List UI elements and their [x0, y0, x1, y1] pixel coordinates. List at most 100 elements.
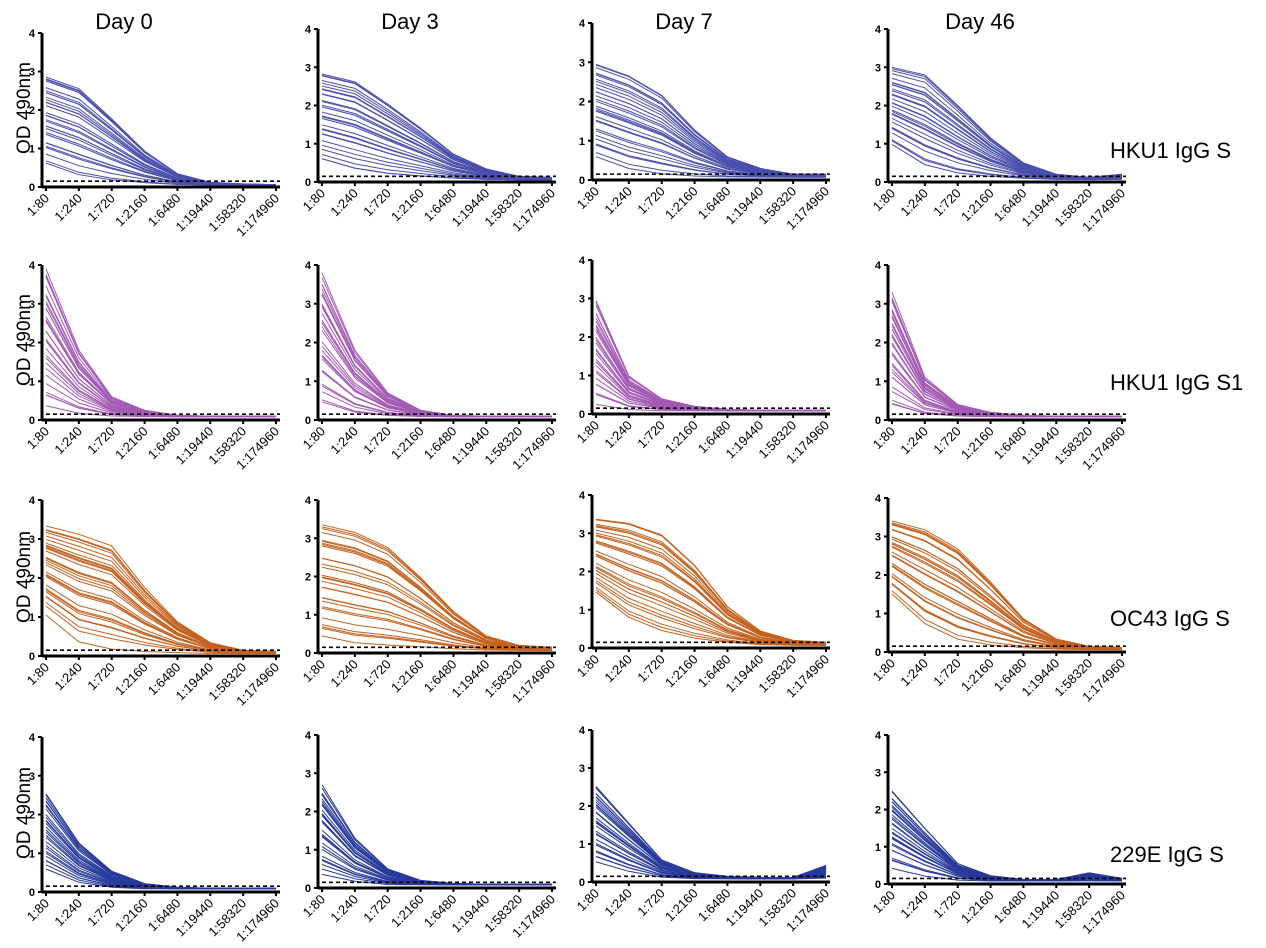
- y-tick-label: 2: [305, 101, 311, 113]
- y-tick-label: 1: [29, 144, 35, 156]
- x-tick-label: 1:80: [300, 892, 329, 921]
- sample-line: [321, 75, 553, 178]
- y-tick-label: 1: [875, 609, 881, 621]
- sample-line: [595, 525, 827, 644]
- y-tick-label: 1: [875, 376, 881, 388]
- y-tick-label: 4: [579, 490, 586, 502]
- y-tick-label: 0: [29, 415, 35, 427]
- y-tick-label: 0: [29, 887, 35, 899]
- sample-line: [891, 365, 1122, 418]
- sample-line: [891, 809, 1123, 881]
- sample-line: [321, 284, 552, 417]
- y-tick-label: 4: [305, 495, 312, 507]
- y-tick-label: 4: [305, 730, 312, 742]
- x-tick-label: 1:80: [870, 186, 899, 215]
- sample-line: [891, 520, 1123, 648]
- y-tick-label: 4: [579, 255, 586, 267]
- x-tick-label: 1:240: [51, 896, 85, 930]
- x-tick-label: 1:2160: [388, 892, 427, 931]
- x-tick-label: 1:240: [897, 424, 931, 458]
- y-tick-label: 0: [305, 648, 311, 660]
- y-tick-label: 2: [875, 570, 881, 582]
- sample-line: [891, 575, 1123, 650]
- x-tick-label: 1:240: [601, 886, 635, 920]
- x-tick-label: 1:240: [327, 657, 361, 691]
- sample-line: [45, 550, 277, 653]
- y-tick-label: 0: [875, 647, 881, 659]
- sample-line: [45, 816, 276, 889]
- sample-line: [595, 786, 827, 878]
- sample-line: [595, 328, 826, 411]
- y-tick-label: 3: [29, 299, 35, 311]
- sample-line: [45, 374, 276, 418]
- y-tick-label: 0: [29, 651, 35, 663]
- sample-line: [45, 301, 276, 417]
- x-tick-label: 1:80: [574, 652, 603, 681]
- sample-line: [321, 792, 552, 885]
- x-tick-label: 1:80: [24, 660, 53, 689]
- column-titles: Day 0 Day 3 Day 7 Day 46: [95, 9, 1015, 34]
- sample-line: [595, 304, 826, 411]
- y-tick-label: 2: [29, 810, 35, 822]
- sample-line: [891, 299, 1122, 417]
- x-tick-label: 1:80: [870, 888, 899, 917]
- y-tick-label: 4: [875, 24, 882, 36]
- sample-line: [321, 272, 552, 417]
- sample-line: [45, 276, 276, 417]
- x-tick-label: 1:80: [300, 424, 329, 453]
- sample-line: [321, 305, 552, 417]
- x-tick-label: 1:240: [327, 424, 361, 458]
- y-tick-label: 1: [579, 371, 585, 383]
- y-tick-label: 0: [579, 175, 585, 187]
- sample-line: [891, 538, 1123, 649]
- y-axis-label-row-4: OD 490nm: [14, 767, 35, 859]
- y-axis-label-row-2: OD 490nm: [14, 294, 35, 386]
- y-tick-label: 1: [29, 612, 35, 624]
- y-tick-label: 3: [579, 528, 585, 540]
- sample-line: [595, 838, 827, 879]
- sample-line: [891, 543, 1123, 649]
- sample-line: [321, 574, 553, 650]
- sample-line: [321, 345, 552, 417]
- y-tick-label: 4: [29, 732, 36, 744]
- sample-line: [595, 342, 826, 411]
- y-tick-label: 1: [305, 376, 311, 388]
- sample-line: [891, 566, 1123, 650]
- y-tick-label: 3: [305, 299, 311, 311]
- y-tick-label: 4: [579, 725, 586, 737]
- sample-line: [45, 76, 277, 186]
- sample-line: [321, 557, 553, 649]
- sample-line: [891, 543, 1123, 649]
- y-tick-label: 3: [579, 294, 585, 306]
- x-tick-label: 1:80: [574, 418, 603, 447]
- y-tick-label: 2: [305, 807, 311, 819]
- y-tick-label: 4: [29, 495, 36, 507]
- y-tick-label: 3: [875, 767, 881, 779]
- sample-line: [891, 545, 1123, 649]
- x-tick-label: 1:240: [601, 418, 635, 452]
- sample-line: [321, 371, 552, 418]
- x-tick-label: 1:80: [24, 191, 53, 220]
- sample-line: [45, 614, 276, 655]
- x-tick-label: 1:240: [51, 191, 85, 225]
- x-tick-label: 1:240: [601, 652, 635, 686]
- y-tick-label: 1: [875, 139, 881, 151]
- x-tick-label: 1:240: [897, 888, 931, 922]
- sample-line: [595, 83, 826, 176]
- sample-line: [891, 791, 1123, 880]
- y-tick-label: 3: [875, 532, 881, 544]
- x-tick-label: 1:80: [574, 886, 603, 915]
- x-tick-label: 1:80: [574, 184, 603, 213]
- sample-line: [321, 617, 553, 651]
- x-tick-label: 1:240: [601, 184, 635, 218]
- sample-line: [321, 93, 553, 179]
- sample-line: [321, 277, 552, 417]
- sample-line: [891, 542, 1123, 649]
